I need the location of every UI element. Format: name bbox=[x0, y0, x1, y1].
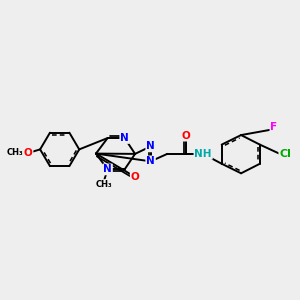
Text: O: O bbox=[24, 148, 32, 158]
Text: N: N bbox=[146, 141, 155, 152]
Text: F: F bbox=[270, 122, 278, 132]
Text: CH₃: CH₃ bbox=[7, 148, 23, 158]
Text: NH: NH bbox=[194, 149, 212, 159]
Text: O: O bbox=[131, 172, 140, 182]
Text: N: N bbox=[146, 156, 155, 166]
Text: CH₃: CH₃ bbox=[96, 180, 112, 189]
Text: N: N bbox=[120, 133, 129, 143]
Text: N: N bbox=[103, 164, 112, 174]
Text: O: O bbox=[182, 131, 190, 141]
Text: Cl: Cl bbox=[279, 149, 291, 159]
